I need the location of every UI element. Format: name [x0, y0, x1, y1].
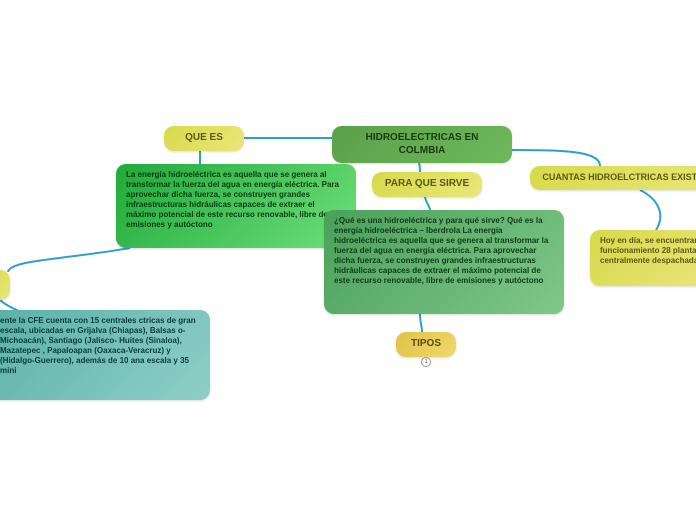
para-que-node[interactable]: PARA QUE SIRVE — [372, 172, 482, 197]
que-es-node[interactable]: QUE ES — [164, 126, 244, 151]
tipos-expand-icon[interactable]: 1 — [421, 357, 431, 367]
root-node[interactable]: HIDROELECTRICAS EN COLMBIA — [332, 126, 512, 163]
cuantas-body: Hoy en día, se encuentran en funcionamie… — [590, 230, 696, 286]
que-es-body: La energía hidroeléctrica es aquella que… — [116, 164, 356, 248]
tipos-node[interactable]: TIPOS — [396, 332, 456, 357]
cfe-body: ente la CFE cuenta con 15 centrales ctri… — [0, 310, 210, 400]
para-que-body: ¿Qué es una hidroeléctrica y para qué si… — [324, 210, 564, 314]
partial-left-node[interactable] — [0, 270, 10, 300]
cuantas-node[interactable]: CUANTAS HIDROELCTRICAS EXISTEN ? — [530, 166, 696, 190]
